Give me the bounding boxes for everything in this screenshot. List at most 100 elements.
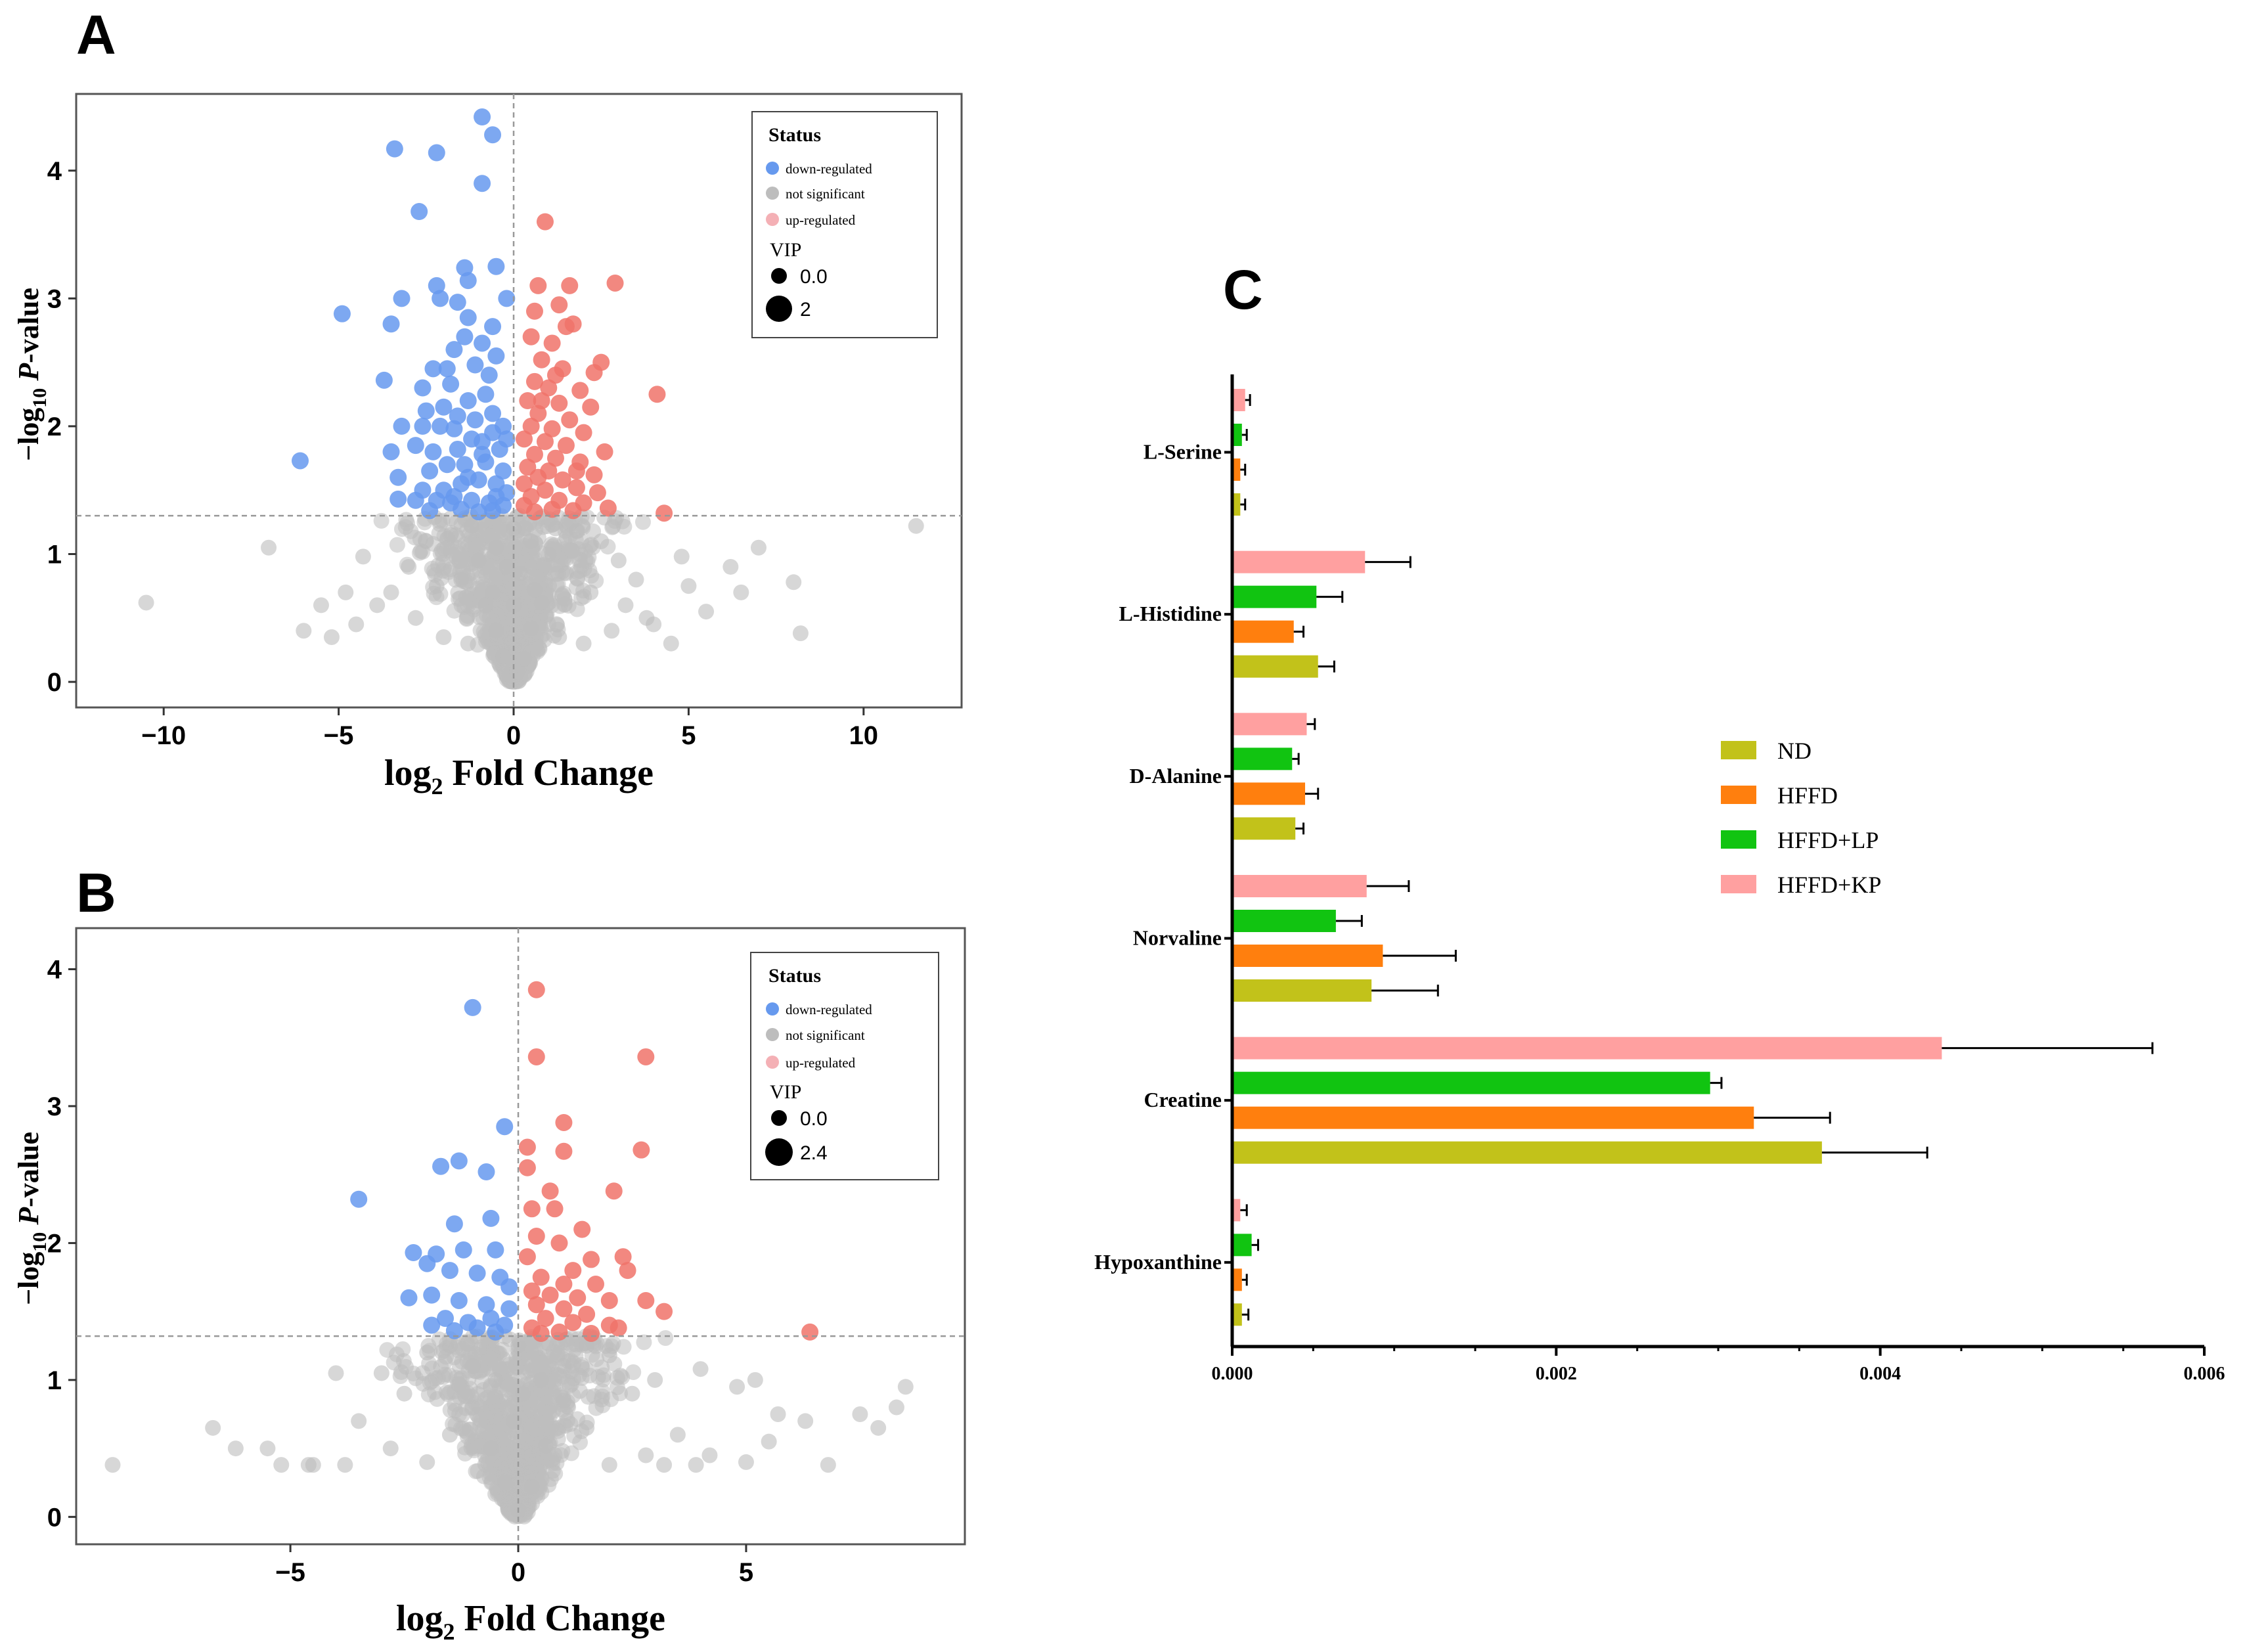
up-point [605,1182,623,1200]
ns-point [470,537,487,554]
bar [1232,1141,1822,1164]
up-point [550,1323,568,1341]
x-tick-label: 0.006 [2184,1364,2225,1384]
ns-point [556,1418,572,1434]
ns-point [636,1334,652,1351]
down-point [464,998,481,1016]
down-point [405,1244,422,1262]
panel-b-label: B [76,862,116,924]
down-point [466,356,484,374]
ns-point [543,565,560,581]
ns-point [669,1427,686,1443]
ns-point [609,1379,625,1395]
ns-point [487,1372,504,1388]
up-point [801,1323,819,1341]
x-tick-label: 0.002 [1536,1364,1577,1384]
bar [1232,817,1296,840]
ns-point [313,597,329,614]
ns-point [579,1419,595,1436]
panel-a-legend-vip-value-1: 2 [800,299,811,321]
ns-point [554,587,570,603]
ns-point [485,584,501,600]
up-point [555,1300,573,1318]
down-point [441,1262,458,1280]
down-point [459,309,477,326]
down-point [421,462,439,480]
down-point [423,1286,441,1304]
ns-point [577,552,594,569]
down-point [389,468,407,486]
up-point [546,449,564,467]
ns-point [556,533,573,550]
ns-point [888,1399,904,1416]
bar [1232,748,1293,770]
up-point [522,328,540,346]
up-point [648,386,666,403]
ns-point [604,623,620,639]
ns-point [205,1419,221,1436]
ns-point [797,1413,814,1429]
down-point [449,294,466,311]
ns-point [398,512,414,528]
ns-point [259,1440,276,1457]
ns-point [556,1358,572,1375]
ns-point [389,537,405,553]
down-point [418,1255,436,1272]
bar [1232,945,1383,967]
panel-c-legend-nd: ND [1777,738,1812,764]
up-point [600,1291,618,1309]
ns-point [441,1337,458,1354]
ns-point [537,1437,554,1454]
panel-b-legend-down-swatch [766,1002,779,1016]
ns-point [464,1437,480,1453]
ns-point [396,1385,412,1402]
ns-point [897,1379,914,1395]
ns-point [305,1457,321,1473]
ns-point [483,1440,499,1457]
panel-a-legend-vip-large [766,296,792,322]
down-point [482,1310,500,1328]
ns-point [478,597,494,614]
up-point [554,471,571,489]
panel-c-legend-hffd: HFFD [1777,782,1838,809]
ns-point [418,533,434,550]
ns-point [472,1411,488,1427]
panel-b-legend-vip-small [771,1110,787,1126]
x-tick-label: 5 [681,721,696,750]
ns-point [434,512,451,529]
category-label: D-Alanine [1130,764,1222,788]
down-point [442,375,460,393]
up-point [523,1200,541,1218]
bar [1232,1106,1754,1129]
down-point [456,456,474,474]
up-point [540,379,558,397]
ns-point [634,514,651,530]
panel-a-legend-ns: not significant [786,186,865,202]
down-point [453,501,470,518]
up-point [550,296,568,314]
panel-b-legend-up-swatch [766,1056,779,1069]
ns-point [489,607,505,623]
up-point [582,398,600,416]
up-point [550,1234,568,1252]
ns-point [870,1419,887,1436]
up-point [564,315,582,333]
ns-point [373,512,389,529]
ns-point [610,552,627,569]
ns-point [747,1372,763,1388]
up-point [541,1286,559,1304]
down-point [432,1157,450,1175]
ns-point [526,581,543,598]
bar [1232,875,1367,897]
ns-point [524,1445,541,1462]
ns-point [435,629,452,645]
panel-a-x-ticks: −10 −5 0 5 10 [141,707,878,750]
ns-point [460,597,476,614]
down-point [496,1118,514,1136]
panel-c-legend-lp: HFFD+LP [1777,827,1878,853]
ns-point [488,623,504,639]
bar [1232,424,1242,446]
ns-point [453,571,470,588]
panel-a-y-label: −log10 P-value [12,288,51,461]
panel-b-x-label: log2 Fold Change [396,1598,665,1645]
